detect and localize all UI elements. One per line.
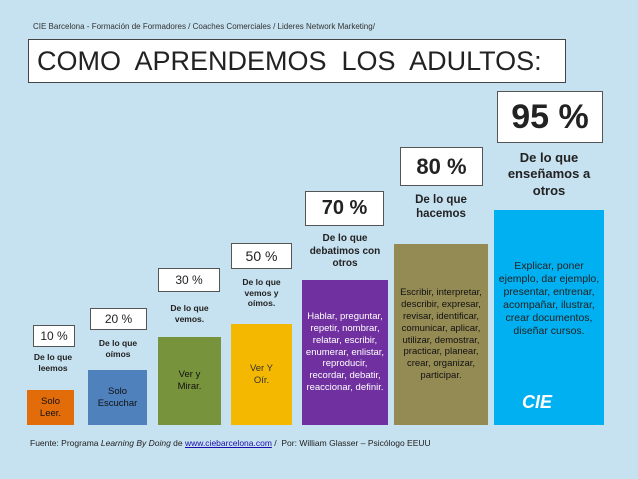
step-label: De lo que oímos [98,338,138,359]
step-label: De lo que vemos. [170,303,209,324]
percent-box: 50 % [231,243,292,269]
logo: CIE [522,392,553,412]
step-label: De lo que debatimos con otros [309,233,381,269]
percent-box: 20 % [90,308,147,330]
step-bar: Escribir, interpretar, describir, expres… [394,244,488,425]
step-bar: Ver y Mirar. [158,337,221,425]
footer-link[interactable]: www.ciebarcelona.com [185,438,272,448]
step-label: De lo que vemos y oímos. [242,277,281,309]
footer-program: Learning By Doing [100,438,171,448]
percent-box: 10 % [33,325,75,347]
step-label: De lo que enseñamos a otros [507,150,591,198]
step-bar: Solo Leer. [27,390,74,425]
step-label: De lo que hacemos [415,194,467,221]
percent-box: 95 % [497,91,603,143]
footer-text: / Por: William Glasser – Psicólogo EEUU [271,438,431,448]
footer-text: de [170,438,185,448]
step-bar: Solo Escuchar [88,370,147,425]
title: COMO APRENDEMOS LOS ADULTOS: [28,39,566,83]
percent-box: 80 % [400,147,483,186]
percent-box: 70 % [305,191,384,226]
footer-text: Fuente: Programa [30,438,101,448]
step-label: De lo que leemos [33,352,73,373]
step-bar: Ver Y Oír. [231,324,292,425]
footer: Fuente: Programa Learning By Doing de ww… [30,438,431,448]
subtitle: CIE Barcelona - Formación de Formadores … [33,22,375,31]
step-bar: Hablar, preguntar, repetir, nombrar, rel… [302,280,388,425]
step-bar: Explicar, poner ejemplo, dar ejemplo, pr… [494,210,604,425]
percent-box: 30 % [158,268,220,292]
